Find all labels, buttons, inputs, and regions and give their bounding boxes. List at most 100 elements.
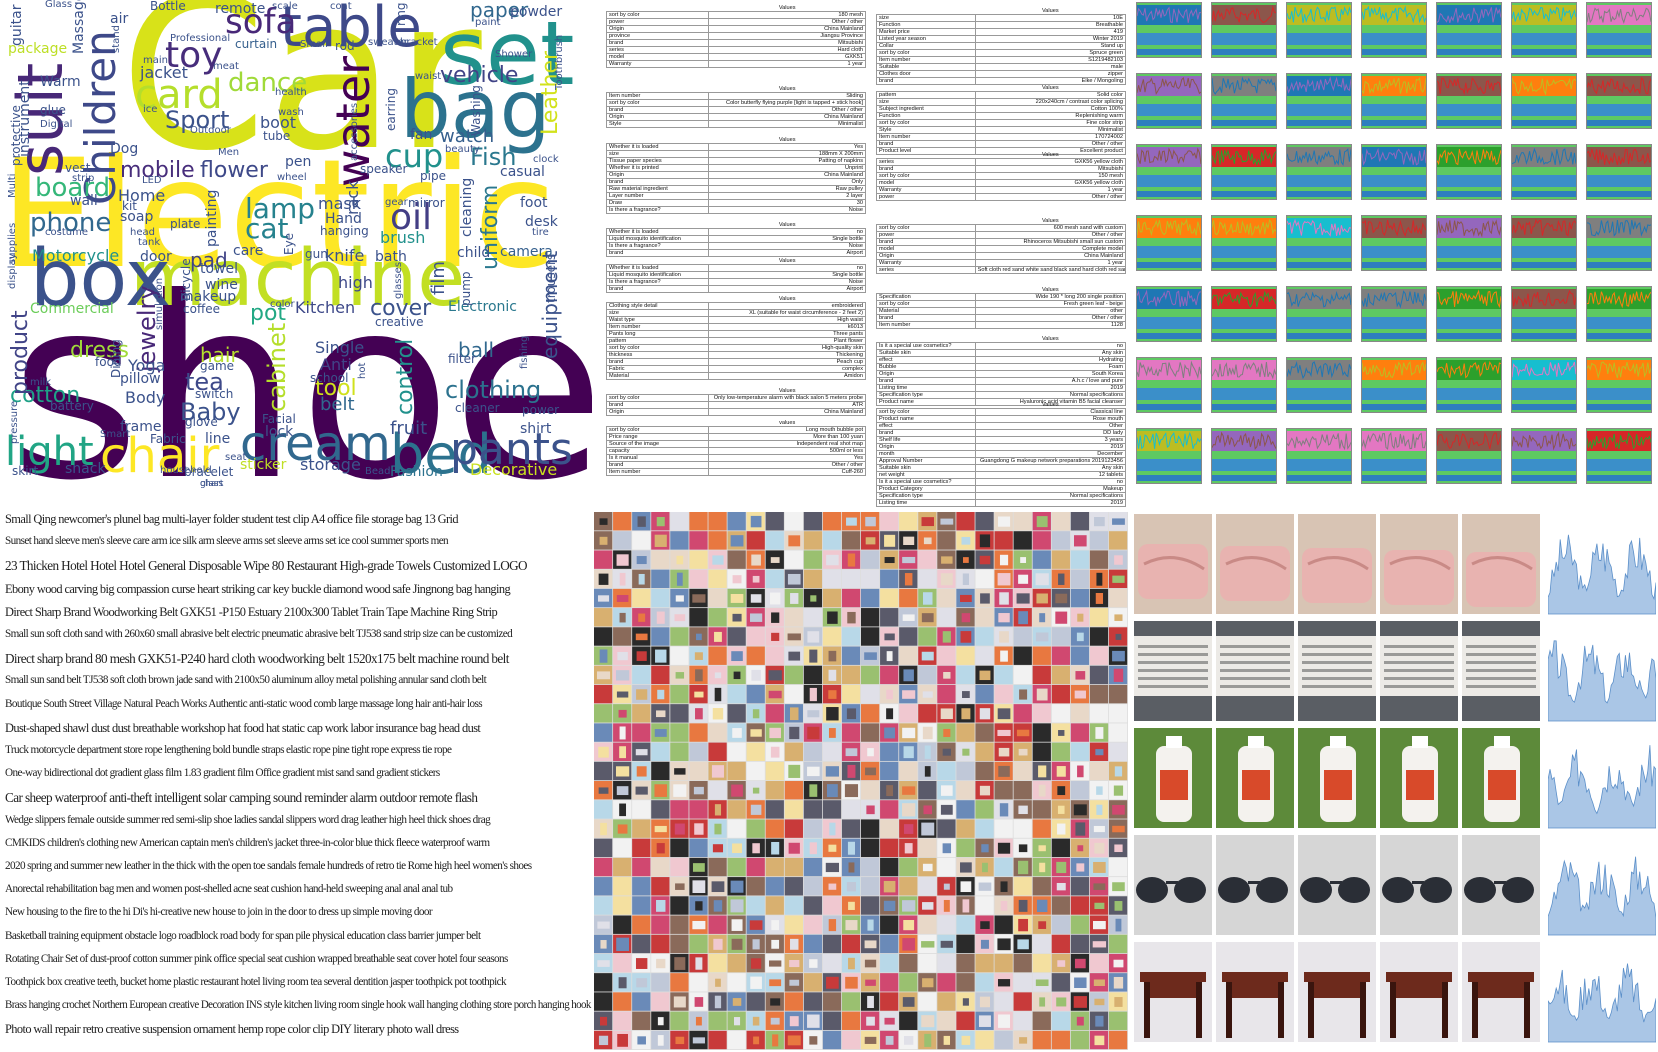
mosaic-tile-object <box>846 708 857 720</box>
mosaic-tile <box>594 800 613 819</box>
mosaic-tile-object <box>1076 863 1085 872</box>
product-title: Small Qing newcomer's plunel bag multi-l… <box>5 512 459 526</box>
mosaic-tile-object <box>714 804 722 816</box>
mosaic-tile <box>994 915 1013 934</box>
word-cloud-word: glue <box>40 103 66 117</box>
mosaic-tile-object <box>1035 573 1049 586</box>
mosaic-tile-object <box>828 883 837 890</box>
mosaic-tile <box>784 896 803 915</box>
table-row: brand ATR <box>605 401 866 409</box>
product-photo-bedding <box>1134 514 1212 614</box>
table-row: size 220x240cm / contrast color splicing <box>876 98 1127 106</box>
mosaic-tile-object <box>1055 901 1068 911</box>
timeseries-plot <box>1211 76 1277 126</box>
mosaic-tile-object <box>923 881 933 892</box>
table-row: Whether it is loaded no <box>605 264 866 272</box>
mosaic-tile <box>899 953 918 973</box>
table-key: Style <box>876 126 976 134</box>
mosaic-tile <box>803 550 823 569</box>
mosaic-tile-object <box>865 516 876 527</box>
table-value: Minimalist <box>708 120 866 128</box>
product-titles-list: Small Qing newcomer's plunel bag multi-l… <box>0 510 594 1050</box>
mosaic-tile <box>708 781 727 800</box>
table-row: Suitable skin Any skin <box>876 464 1127 472</box>
mosaic-tile-object <box>1114 614 1123 621</box>
mosaic-tile-object <box>1058 730 1065 736</box>
mosaic-tile <box>1032 953 1051 973</box>
mosaic-tile-object <box>1035 979 1049 987</box>
product-title: Truck motorcycle department store rope l… <box>5 744 452 756</box>
word-cloud-word: supplies <box>7 222 18 264</box>
mosaic-tile-object <box>636 978 648 988</box>
mosaic-tile-object <box>636 766 647 777</box>
timeseries-cell <box>1286 286 1352 342</box>
table-row: sort by color Fine color strip <box>876 119 1127 127</box>
mosaic-tile-object <box>1095 727 1104 739</box>
mosaic-tile-object <box>750 594 762 603</box>
table-row: Is it a special use cosmetics? no <box>876 478 1127 486</box>
mosaic-tile <box>880 761 899 781</box>
mosaic-tile-object <box>885 595 894 602</box>
table-header: Values <box>778 222 796 228</box>
table-key: effect <box>876 422 976 430</box>
timeseries-plot <box>1136 147 1202 197</box>
mosaic-tile-object <box>960 594 972 602</box>
table-key: Origin <box>876 370 976 378</box>
table-key: Origin <box>876 252 976 260</box>
mosaic-tile-object <box>826 784 838 798</box>
table-key: sort by color <box>876 172 976 180</box>
mosaic-tile-object <box>751 669 761 681</box>
mosaic-tile-object <box>599 1016 608 1026</box>
mosaic-tile-object <box>730 594 744 603</box>
table-value: Other / other <box>974 314 1127 322</box>
mosaic-tile <box>1013 781 1032 800</box>
table-key: power <box>876 231 976 239</box>
mosaic-tile-object <box>962 998 969 1006</box>
mosaic-tile <box>1051 704 1070 723</box>
mosaic-tile-object <box>921 941 935 948</box>
mosaic-tile-object <box>787 1035 801 1046</box>
mosaic-tile-object <box>655 649 667 663</box>
mosaic-tile-object <box>961 1035 971 1045</box>
mosaic-tile <box>784 781 803 800</box>
mosaic-tile-object <box>864 1036 877 1044</box>
table-value: Hyaluronic acid vitamin B5 facial cleans… <box>974 398 1127 406</box>
table-row: power Other / other <box>605 18 866 26</box>
word-cloud-word: pot <box>250 301 287 326</box>
mosaic-tile-object <box>960 881 972 893</box>
table-key: series <box>605 46 710 54</box>
mosaic-tile-object <box>770 557 780 563</box>
mosaic-tile <box>899 512 918 531</box>
table-value: Other / other <box>974 231 1127 239</box>
table-row: Is there a fragrance? Noise <box>605 278 866 286</box>
mosaic-tile <box>594 992 613 1011</box>
mosaic-tile-object <box>845 920 858 931</box>
table-value: Patting of napkins <box>708 157 866 165</box>
mosaic-tile <box>1032 742 1051 761</box>
word-cloud-word: sweater <box>368 37 408 48</box>
mosaic-tile <box>651 665 670 685</box>
timeseries-plot <box>1586 76 1652 126</box>
mosaic-tile-object <box>961 613 971 623</box>
table-value: More than 100 yuan <box>708 433 866 441</box>
table-row: sort by color 150 mesh <box>876 172 1127 180</box>
word-cloud-word: light <box>5 429 94 475</box>
mosaic-tile-object <box>922 978 934 988</box>
mosaic-tile <box>670 627 689 646</box>
word-cloud-word: chair <box>100 428 220 484</box>
mosaic-tile <box>765 800 784 819</box>
mosaic-tile-object <box>654 825 667 833</box>
mosaic-tile-object <box>656 710 666 718</box>
table-header: Values <box>1041 402 1059 408</box>
mosaic-tile <box>651 877 670 896</box>
word-cloud-word: cotton <box>10 383 81 408</box>
table-row: sort by color Long mouth bubble pot <box>605 426 866 434</box>
mosaic-tile-object <box>638 728 646 738</box>
table-value: Minimalist <box>974 126 1127 134</box>
table-header: Values <box>778 296 796 302</box>
table-key: sort by color <box>876 300 976 308</box>
mosaic-tile-object <box>902 900 916 912</box>
table-row: Function Replenishing warm <box>876 112 1127 120</box>
word-cloud-word: ice <box>143 104 158 115</box>
mosaic-tile <box>880 992 899 1011</box>
